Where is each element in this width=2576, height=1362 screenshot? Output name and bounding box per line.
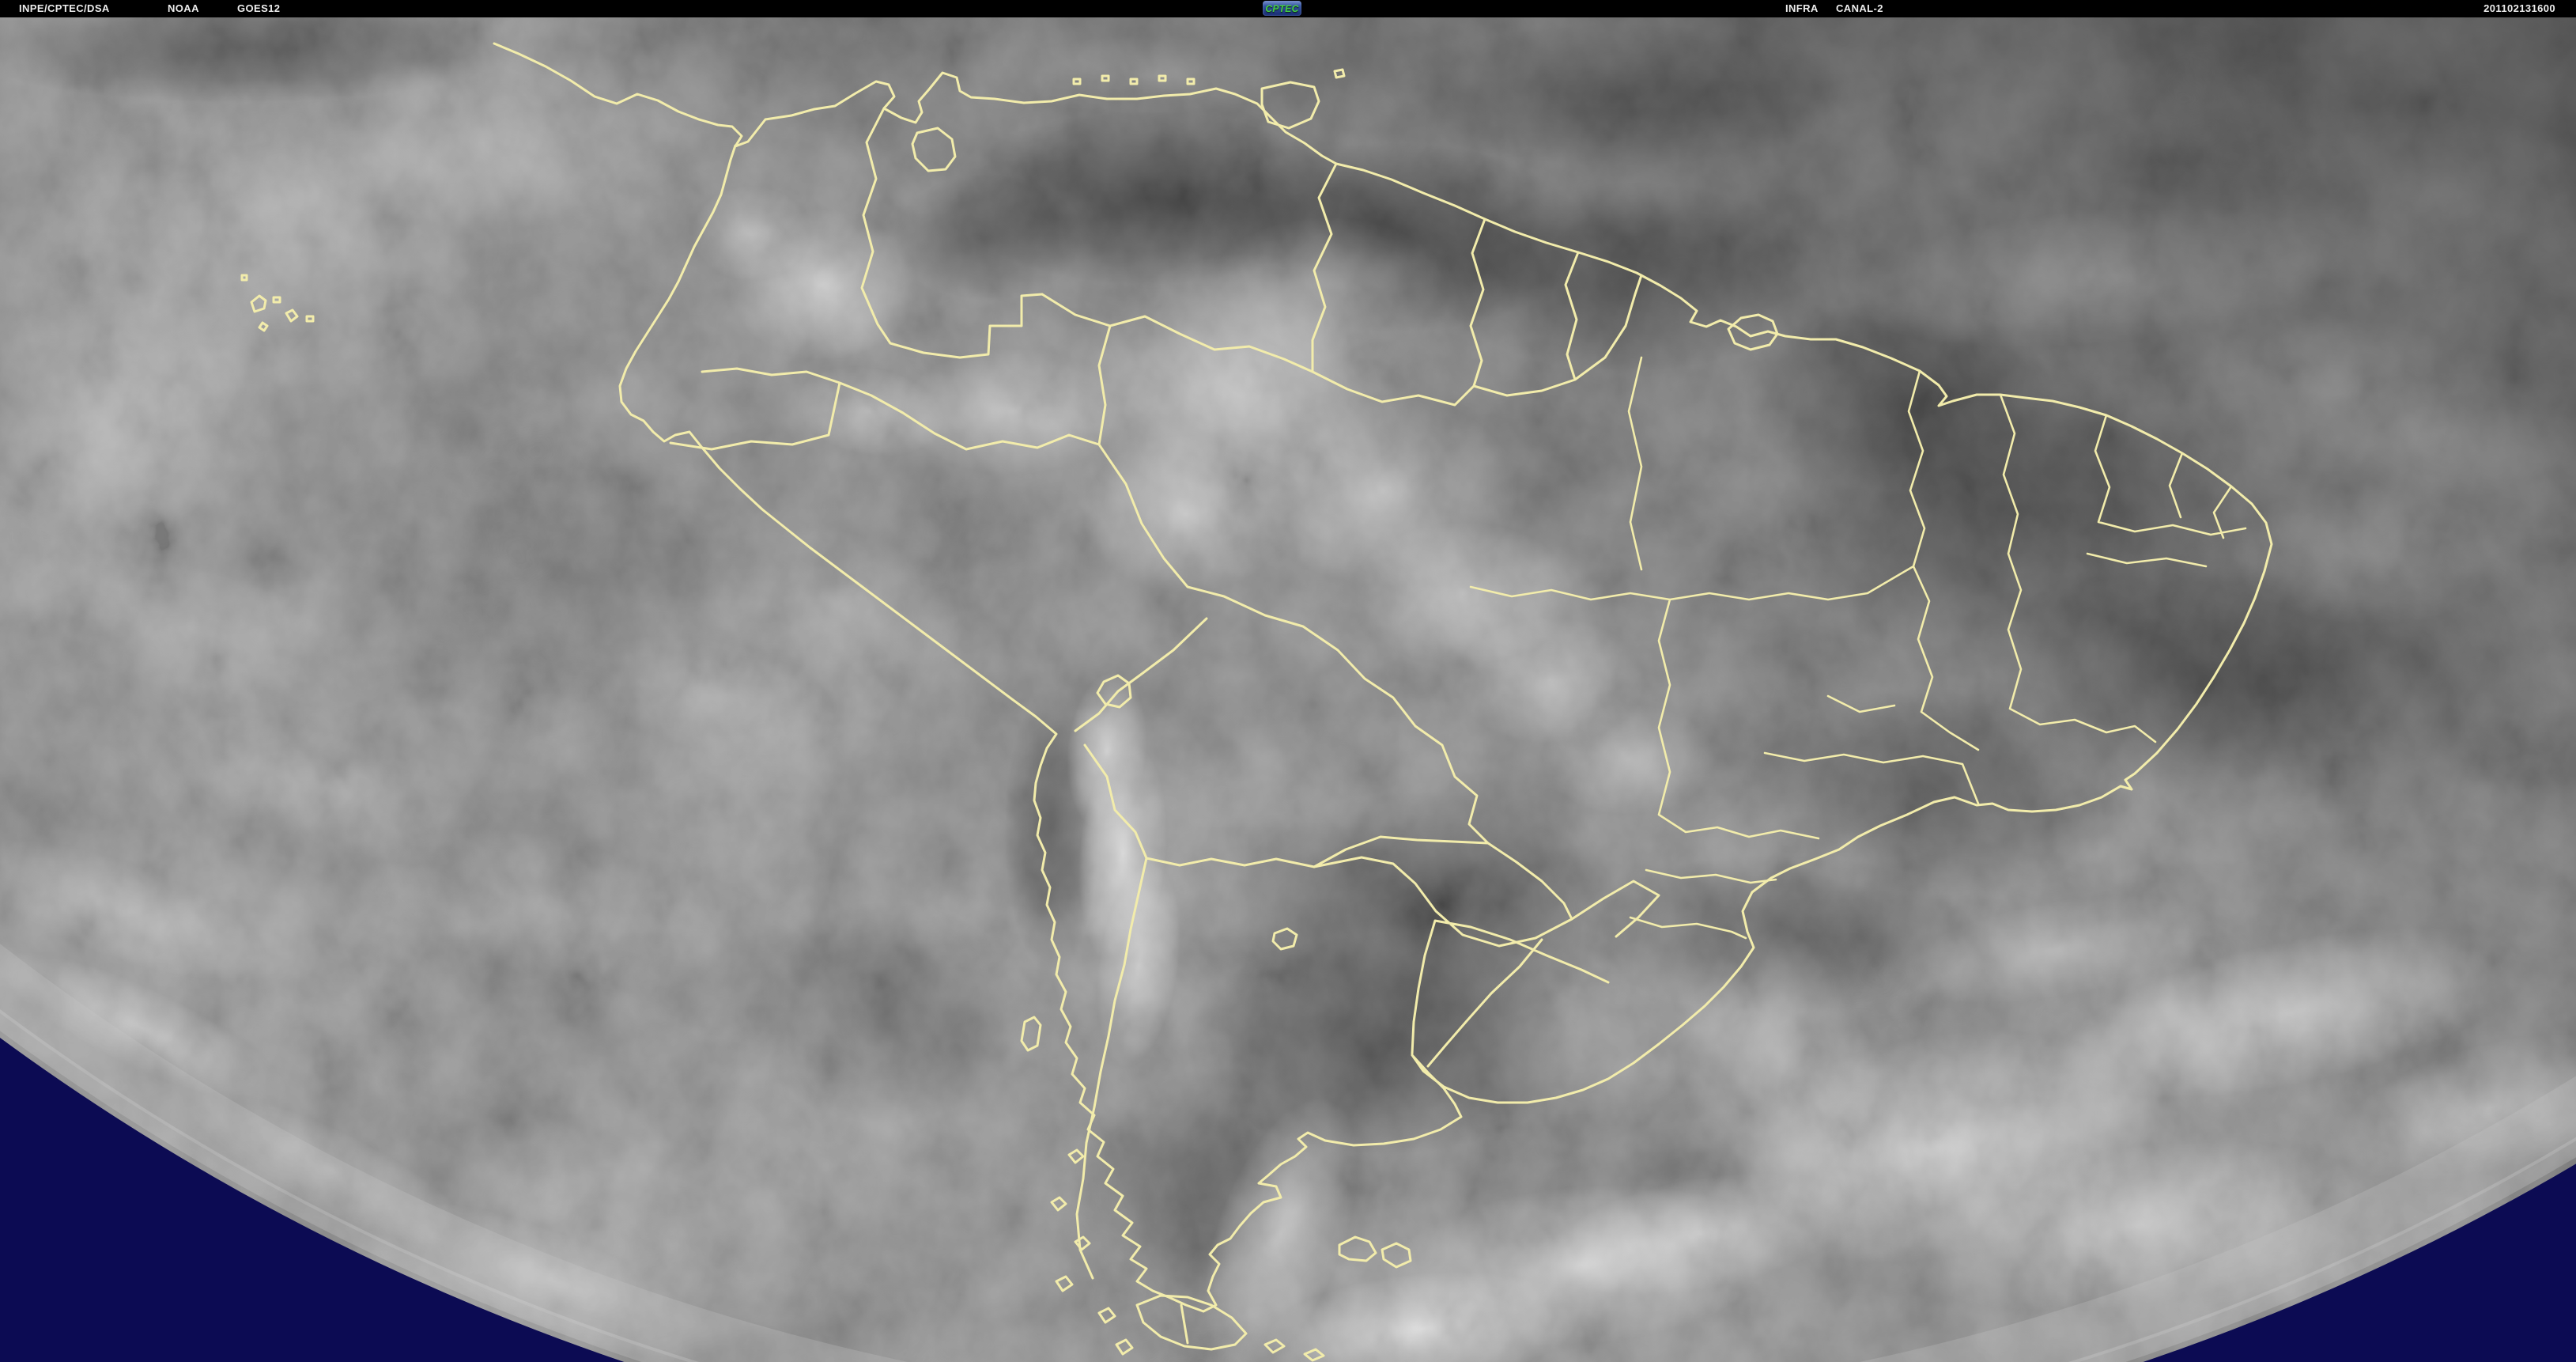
band-label: INFRA [1785, 2, 1819, 14]
channel-label: CANAL-2 [1836, 2, 1883, 14]
cptec-logo: CPTEC [1263, 1, 1301, 16]
coastline [493, 42, 2273, 1313]
satellite-label: GOES12 [237, 2, 281, 14]
agency-label: INPE/CPTEC/DSA [19, 2, 110, 14]
islands-lakes [240, 68, 1779, 1362]
timestamp-label: 201102131600 [2483, 2, 2555, 14]
map-overlay [240, 42, 2273, 1362]
cptec-logo-text: CPTEC [1265, 2, 1299, 14]
header-bar: INPE/CPTEC/DSA NOAA GOES12 CPTEC INFRA C… [0, 0, 2576, 17]
state-borders [1469, 356, 2247, 940]
noaa-label: NOAA [168, 2, 199, 14]
